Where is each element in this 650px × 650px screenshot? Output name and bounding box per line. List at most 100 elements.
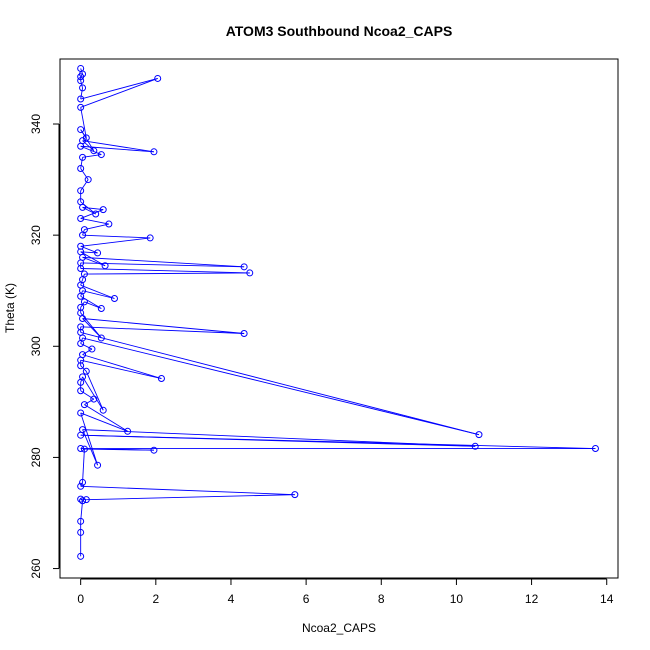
x-tick-label: 0 — [77, 592, 84, 606]
data-point — [124, 427, 132, 435]
series-segment — [80, 343, 93, 350]
data-point — [291, 491, 299, 499]
data-point — [77, 303, 85, 311]
data-point — [79, 351, 87, 359]
data-point — [77, 95, 85, 103]
series-segment — [84, 404, 128, 432]
data-point — [82, 496, 90, 504]
data-point — [80, 298, 88, 306]
data-point — [97, 151, 105, 159]
data-point — [90, 147, 98, 155]
series-segment — [82, 376, 104, 411]
x-tick-label: 4 — [228, 592, 235, 606]
y-axis: 260 280 300 320 340 — [29, 114, 60, 579]
series-segment — [80, 107, 87, 138]
data-point — [82, 367, 90, 375]
data-point — [240, 263, 248, 271]
x-tick-label: 14 — [600, 592, 614, 606]
series-segment — [80, 251, 106, 267]
series-segment — [84, 223, 109, 231]
series-segment — [82, 348, 93, 356]
data-point — [82, 134, 90, 142]
data-point — [80, 445, 88, 453]
series-segment — [82, 256, 245, 268]
series-segment — [80, 412, 99, 466]
x-axis-label: Ncoa2_CAPS — [302, 621, 376, 635]
data-point — [92, 210, 100, 218]
series-segment — [80, 145, 154, 153]
data-point — [99, 206, 107, 214]
data-point — [471, 442, 479, 450]
series-segment — [86, 494, 295, 501]
data-point — [77, 552, 85, 560]
series-segment — [82, 429, 476, 447]
series-segment — [80, 78, 158, 108]
series-segment — [80, 434, 476, 447]
data-point — [591, 445, 599, 453]
plot-frame — [59, 58, 619, 579]
data-point — [79, 84, 87, 92]
data-point — [77, 445, 85, 453]
series-segment — [82, 337, 480, 436]
data-point — [77, 198, 85, 206]
y-tick-label: 300 — [29, 336, 43, 356]
data-point — [79, 497, 87, 505]
data-point — [79, 153, 87, 161]
data-point — [77, 387, 85, 395]
series-segment — [82, 140, 95, 152]
series-segment — [82, 140, 155, 153]
series-segment — [80, 80, 83, 89]
y-tick-label: 340 — [29, 114, 43, 134]
y-tick-label: 320 — [29, 225, 43, 245]
series-segment — [80, 78, 158, 100]
data-point — [80, 226, 88, 234]
data-point — [80, 270, 88, 278]
data-point — [157, 375, 165, 383]
data-point — [94, 461, 102, 469]
series-segment — [80, 312, 102, 339]
data-point — [77, 187, 85, 195]
data-point — [79, 426, 87, 434]
series-points — [77, 64, 599, 560]
data-point — [79, 478, 87, 486]
data-point — [77, 323, 85, 331]
series-segment — [80, 359, 162, 379]
data-point — [240, 330, 248, 337]
data-point — [84, 176, 92, 184]
data-point — [77, 126, 85, 134]
y-axis-label: Theta (K) — [3, 283, 17, 333]
x-tick-label: 12 — [525, 592, 539, 606]
series-segment — [84, 272, 250, 275]
series-segment — [80, 485, 295, 496]
data-point — [77, 242, 85, 250]
data-point — [146, 234, 154, 242]
series-segment — [82, 290, 115, 299]
series-segment — [80, 390, 95, 400]
series-segment — [84, 398, 95, 406]
data-point — [90, 395, 98, 403]
series-segment — [80, 168, 89, 180]
data-point — [79, 373, 87, 381]
y-tick-label: 280 — [29, 447, 43, 467]
data-point — [110, 295, 118, 302]
x-tick-label: 6 — [303, 592, 310, 606]
data-point — [77, 409, 85, 417]
series-segment — [80, 412, 128, 432]
data-point — [105, 220, 113, 228]
series-segment — [82, 206, 96, 215]
x-tick-label: 2 — [152, 592, 159, 606]
data-point — [88, 345, 96, 353]
x-tick-label: 10 — [450, 592, 464, 606]
series-segment — [80, 157, 83, 169]
series-segment — [80, 129, 87, 139]
data-point — [97, 305, 105, 312]
data-point — [94, 249, 102, 257]
data-point — [77, 103, 85, 111]
x-tick-label: 8 — [378, 592, 385, 606]
data-point — [99, 406, 107, 414]
series-segment — [80, 87, 83, 100]
data-point — [77, 482, 85, 490]
series-segment — [82, 354, 162, 379]
data-point — [80, 401, 88, 409]
